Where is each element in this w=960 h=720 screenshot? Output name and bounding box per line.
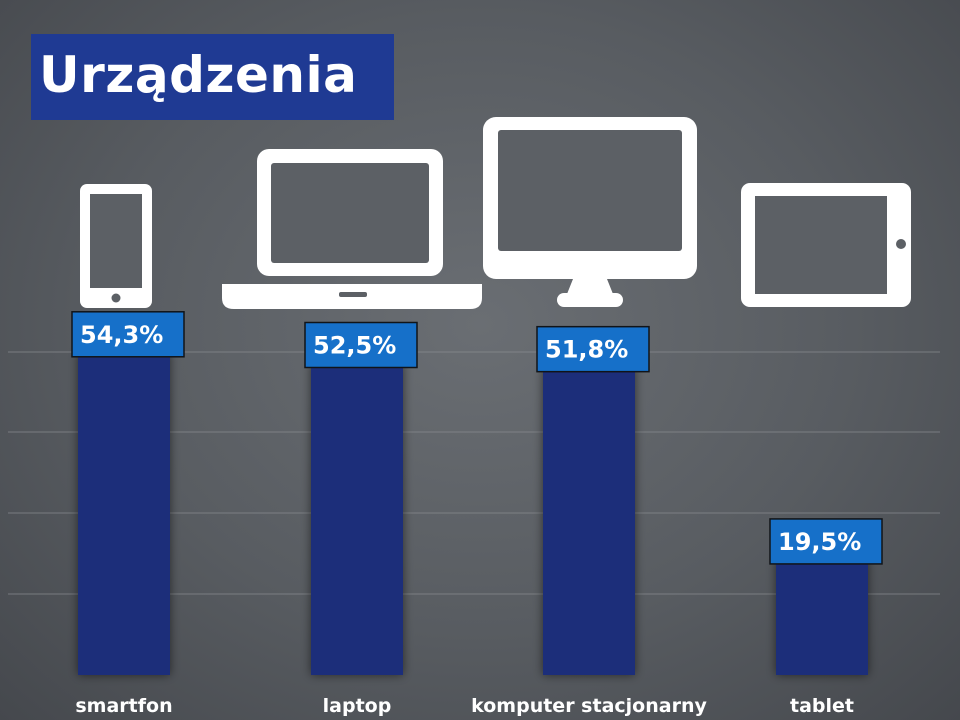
bar-1 xyxy=(311,362,403,675)
tablet-icon xyxy=(741,183,911,307)
smartphone-icon xyxy=(80,184,152,308)
category-labels: smartfon laptop komputer stacjonarny tablet xyxy=(75,695,854,717)
desktop-monitor-icon xyxy=(483,117,697,307)
value-label-box xyxy=(304,321,418,369)
slide-title: Urządzenia xyxy=(39,46,358,104)
bar-0 xyxy=(78,351,170,675)
category-label: komputer stacjonarny xyxy=(471,695,707,717)
bars xyxy=(78,351,868,675)
bar-2 xyxy=(543,366,635,675)
laptop-icon xyxy=(222,149,482,309)
category-label: smartfon xyxy=(75,695,172,717)
value-label-box xyxy=(769,518,883,565)
value-label: 51,8% xyxy=(545,336,628,364)
category-label: tablet xyxy=(790,695,854,717)
title-box: Urządzenia xyxy=(31,34,394,120)
value-label: 52,5% xyxy=(313,332,396,360)
value-labels: 54,3% 52,5% 51,8% 19,5% xyxy=(71,311,883,565)
value-label-box xyxy=(71,311,185,358)
value-label-box xyxy=(536,325,650,373)
value-label: 54,3% xyxy=(80,321,163,349)
category-label: laptop xyxy=(323,695,392,717)
bar-3 xyxy=(776,558,868,675)
value-label: 19,5% xyxy=(778,528,861,556)
